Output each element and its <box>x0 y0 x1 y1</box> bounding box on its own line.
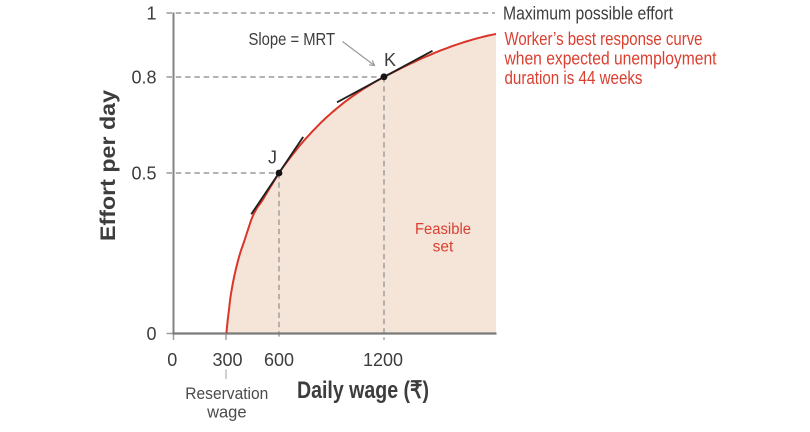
svg-text:300: 300 <box>212 350 242 370</box>
svg-text:K: K <box>384 50 396 70</box>
svg-text:0.8: 0.8 <box>131 68 156 88</box>
svg-text:1: 1 <box>146 4 156 24</box>
svg-text:set: set <box>433 238 454 255</box>
svg-text:Daily wage (₹): Daily wage (₹) <box>297 377 429 404</box>
svg-text:J: J <box>268 147 277 167</box>
svg-text:1200: 1200 <box>363 350 403 370</box>
svg-text:600: 600 <box>264 350 294 370</box>
svg-text:duration is 44 weeks: duration is 44 weeks <box>505 68 643 88</box>
svg-text:Slope = MRT: Slope = MRT <box>249 29 336 49</box>
svg-text:0.5: 0.5 <box>131 164 156 184</box>
svg-text:Maximum possible effort: Maximum possible effort <box>503 3 673 24</box>
svg-text:when expected unemployment: when expected unemployment <box>504 49 717 69</box>
svg-text:Feasible: Feasible <box>415 221 471 238</box>
svg-text:Worker’s best response curve: Worker’s best response curve <box>505 29 703 49</box>
svg-text:Effort per day: Effort per day <box>96 90 120 241</box>
svg-text:0: 0 <box>167 350 177 370</box>
svg-text:0: 0 <box>146 324 156 344</box>
svg-text:wage: wage <box>206 404 246 422</box>
svg-text:Reservation: Reservation <box>185 385 268 403</box>
